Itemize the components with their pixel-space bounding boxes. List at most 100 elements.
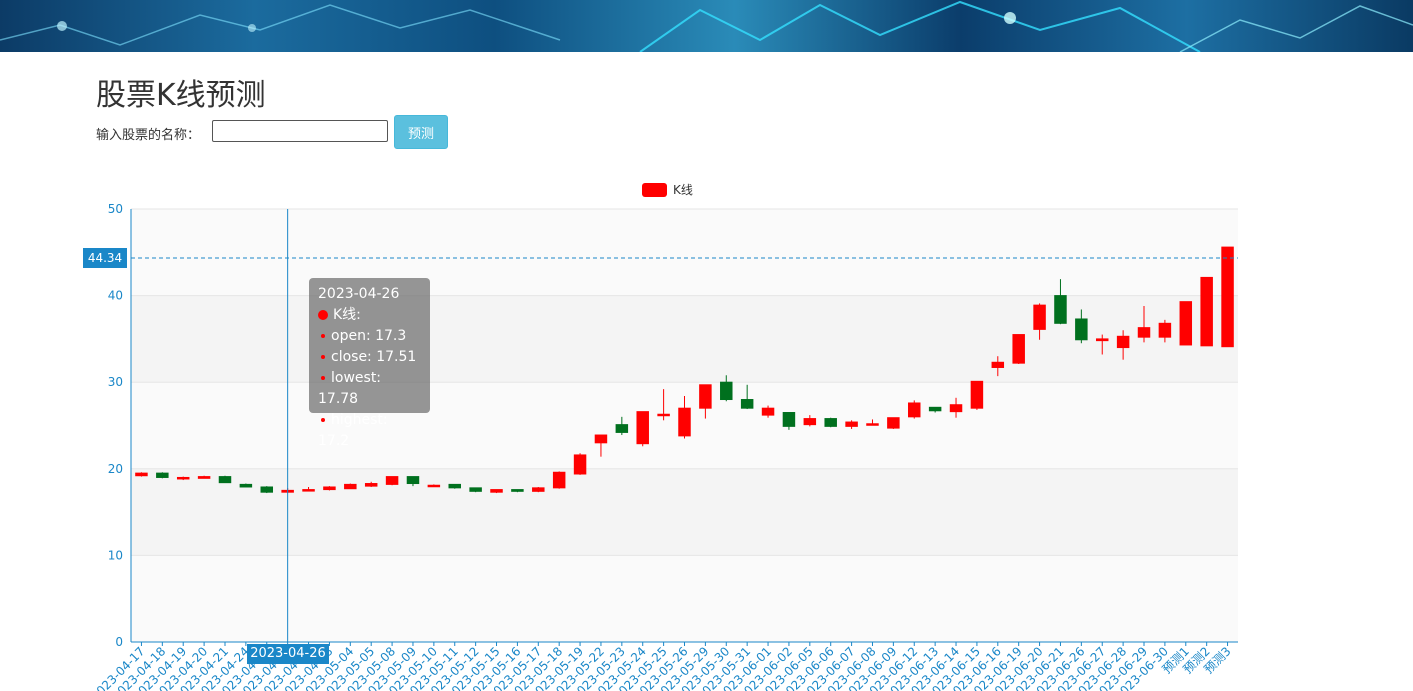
banner-graphic [0,0,1413,52]
page-title: 股票K线预测 [96,78,266,113]
bullet-icon [321,376,325,380]
candle[interactable] [364,481,378,487]
candle-body [239,483,253,488]
candle[interactable] [1075,309,1088,344]
candle[interactable] [845,420,858,429]
candle-body [866,423,879,426]
candle[interactable] [552,471,566,489]
candle-body [657,413,670,417]
grid-band [131,295,1238,383]
candle-body [344,483,357,490]
candle-body [1158,322,1172,338]
y-tick-label: 10 [108,548,123,562]
candle[interactable] [594,434,608,457]
candle[interactable] [657,389,670,421]
candle-body [1012,334,1025,364]
candle[interactable] [1137,305,1151,343]
candle-body [532,487,545,492]
legend[interactable]: K线 [642,183,693,197]
grid-band [131,468,1238,556]
candle-body [908,402,921,418]
candle[interactable] [156,472,169,479]
candle[interactable] [511,489,524,493]
candle[interactable] [1179,301,1193,346]
candle[interactable] [615,416,629,436]
candle-body [949,404,963,413]
candles [135,246,1234,494]
candle-body [469,487,482,492]
candle[interactable] [908,400,921,419]
candle[interactable] [699,384,712,419]
candle[interactable] [740,384,754,410]
candle-body [678,407,691,437]
candle-body [448,483,461,489]
candle-body [845,421,858,427]
candle[interactable] [1116,330,1130,360]
candle[interactable] [1221,246,1234,348]
candle[interactable] [385,476,399,486]
tooltip-series-label: K线: [333,307,361,323]
x-pointer-label: 2023-04-26 [247,644,329,664]
candle[interactable] [302,486,315,492]
candle-body [302,489,315,492]
y-tick-label: 0 [115,635,123,649]
candle[interactable] [218,475,232,484]
candle[interactable] [490,489,503,494]
candle[interactable] [1012,334,1025,365]
header-banner [0,0,1413,52]
candle[interactable] [803,415,817,427]
candle[interactable] [1158,319,1172,343]
candle[interactable] [176,476,190,481]
candle[interactable] [824,417,837,428]
candle-body [615,424,629,433]
candle-body [364,483,378,487]
candle[interactable] [1200,276,1213,347]
candle[interactable] [469,487,482,493]
candle[interactable] [1095,334,1109,355]
candle[interactable] [782,412,796,430]
candle[interactable] [532,486,545,493]
candle-body [406,476,420,485]
y-tick-label: 20 [108,462,123,476]
candle[interactable] [720,375,733,402]
candle[interactable] [678,396,691,439]
candle[interactable] [928,406,942,413]
candle[interactable] [448,483,461,489]
candle-body [782,412,796,427]
candle-body [636,411,649,445]
candle[interactable] [135,472,148,477]
tooltip-lowest-text: lowest: 17.78 [318,370,382,407]
candle-body [490,489,503,493]
candle[interactable] [406,476,420,487]
candle[interactable] [344,483,357,490]
candle-body [135,472,148,477]
candle-body [887,417,900,429]
candle[interactable] [887,417,900,429]
candle-body [1116,335,1130,349]
y-pointer-label: 44.34 [83,248,127,268]
candle-body [1137,327,1151,338]
axis-pointers [131,209,1238,642]
legend-swatch [642,183,667,197]
stock-name-input[interactable] [212,120,388,142]
candle[interactable] [573,453,587,475]
tooltip-highest: highest: 17.2 [318,410,421,452]
candle[interactable] [970,380,984,410]
series-dot-icon [318,310,328,320]
candle[interactable] [636,411,649,447]
grid-band [131,209,1238,296]
candle[interactable] [323,486,336,491]
predict-button[interactable]: 预测 [394,115,448,149]
candle[interactable] [866,419,879,426]
candle[interactable] [239,483,253,488]
candle[interactable] [1054,279,1067,325]
candle[interactable] [260,486,274,494]
candle[interactable] [427,484,441,488]
candle[interactable] [761,405,775,418]
candle[interactable] [991,356,1005,377]
candle[interactable] [949,397,963,418]
candle[interactable] [1033,303,1046,340]
x-axis: 2023-04-172023-04-182023-04-192023-04-20… [88,641,1238,691]
candle[interactable] [197,475,211,479]
